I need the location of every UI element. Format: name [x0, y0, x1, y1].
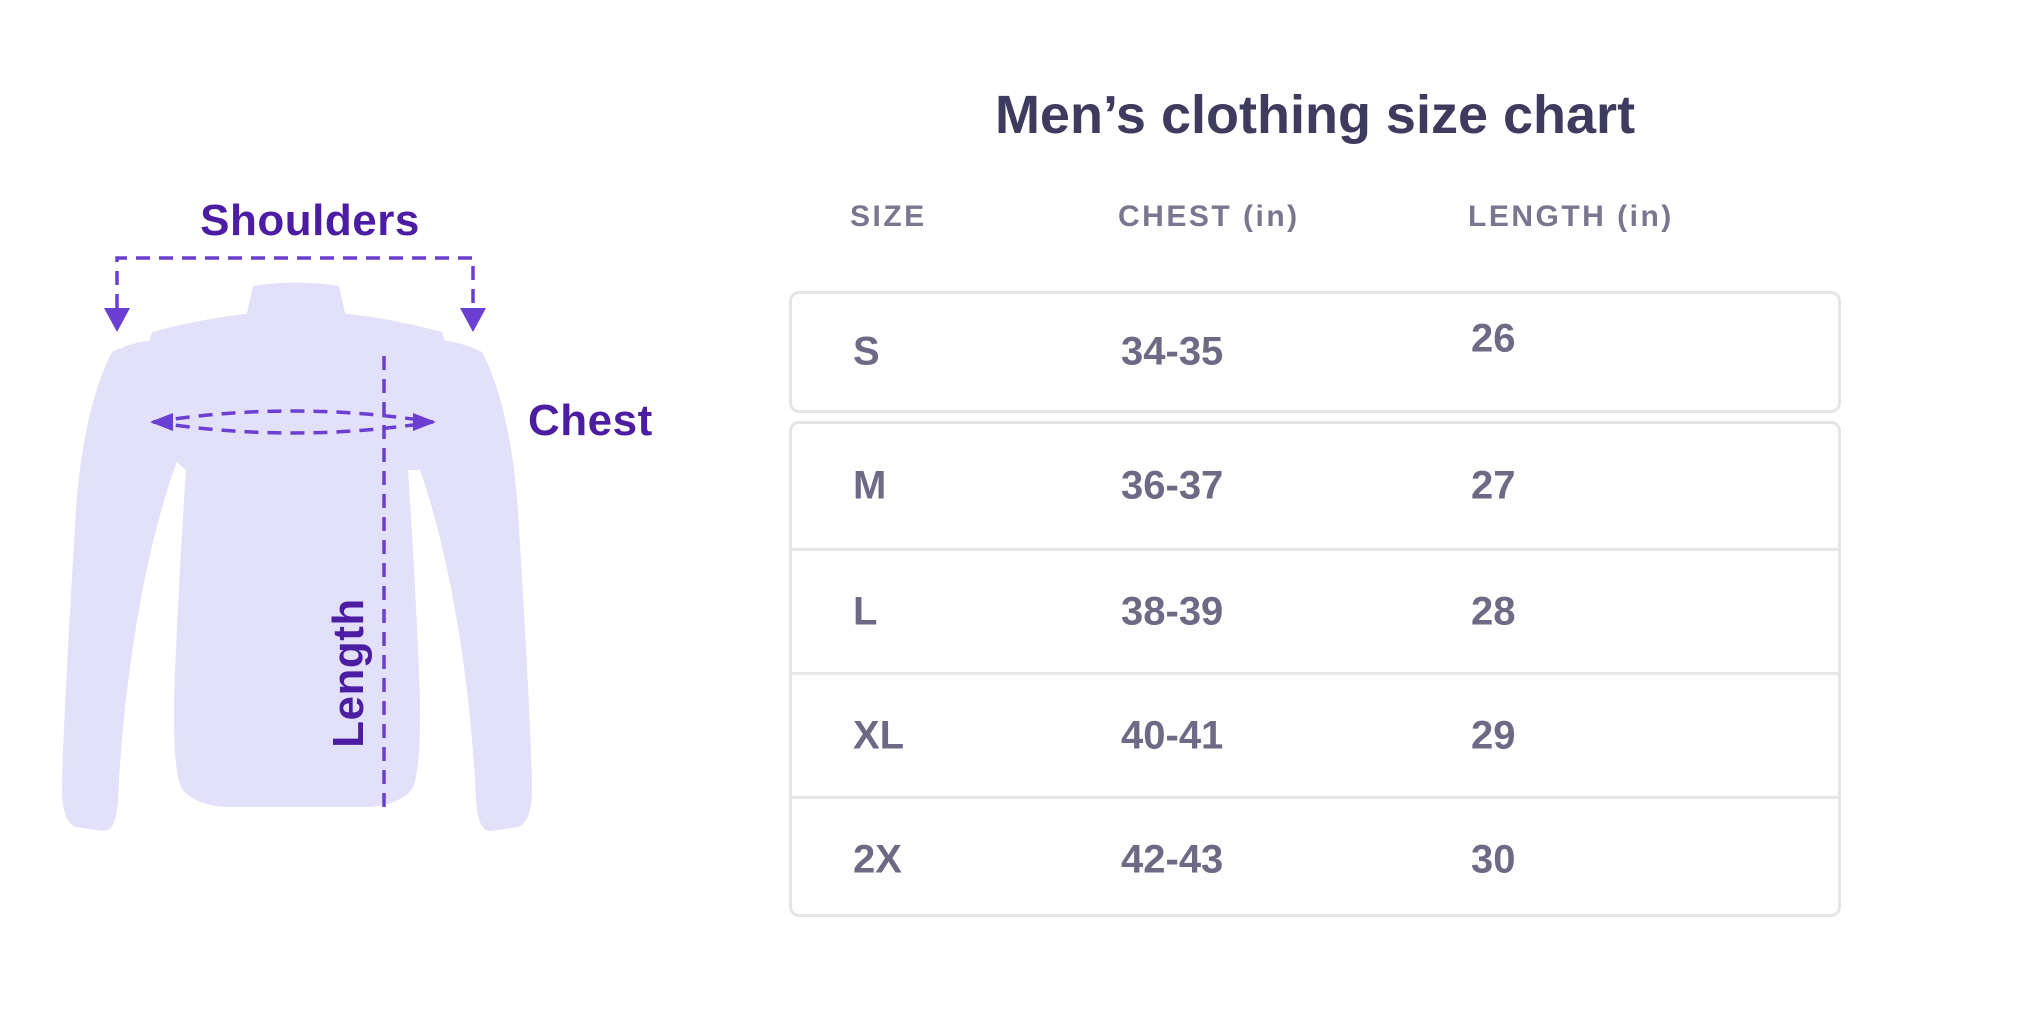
- length-value: 27: [1471, 463, 1516, 508]
- size-value: XL: [853, 713, 905, 757]
- shoulders-arrow-left: [104, 308, 130, 332]
- chest-label: Chest: [528, 396, 653, 445]
- shirt-left-sleeve: [61, 340, 212, 832]
- length-value: 30: [1471, 837, 1516, 881]
- table-row: XL 40-41 29: [792, 672, 1838, 796]
- size-value: S: [853, 329, 880, 374]
- length-value: 29: [1471, 713, 1516, 757]
- shirt-illustration-svg: [61, 256, 533, 832]
- shoulders-label: Shoulders: [200, 196, 420, 245]
- size-value: 2X: [853, 837, 902, 881]
- chest-arrow-right: [413, 413, 436, 431]
- table-row: 2X 42-43 30: [792, 796, 1838, 920]
- table-row: M 36-37 27: [792, 424, 1838, 548]
- chest-value: 40-41: [1121, 713, 1224, 757]
- chest-arrow-left: [150, 413, 173, 431]
- page-title: Men’s clothing size chart: [994, 85, 1636, 145]
- measurement-dashes: [115, 256, 475, 816]
- length-value: 28: [1471, 589, 1516, 633]
- column-header-size: SIZE: [850, 200, 927, 233]
- chest-value: 34-35: [1121, 329, 1224, 374]
- length-value: 26: [1471, 316, 1516, 361]
- column-header-length: LENGTH (in): [1468, 200, 1674, 233]
- chest-ellipse-bottom-arc: [152, 420, 434, 435]
- length-label: Length: [324, 598, 373, 748]
- measurement-arrowheads: [104, 308, 486, 431]
- table-row: S 34-35 26: [792, 294, 1838, 410]
- size-value: M: [853, 463, 887, 508]
- shoulders-arrow-right: [460, 308, 486, 332]
- chest-ellipse-top-arc: [152, 409, 434, 424]
- shirt-measurement-diagram: Shoulders Chest Length: [0, 0, 700, 1020]
- size-rows-card: M 36-37 27 L 38-39 28 XL 40-41 29 2X 42-…: [789, 421, 1841, 917]
- size-row-card-s: S 34-35 26: [789, 291, 1841, 413]
- shirt-shape: [61, 282, 533, 832]
- size-value: L: [853, 589, 878, 633]
- chest-value: 38-39: [1121, 589, 1224, 633]
- shoulders-bracket-line: [115, 256, 475, 308]
- table-row: L 38-39 28: [792, 548, 1838, 672]
- column-header-chest: CHEST (in): [1118, 200, 1300, 233]
- chest-value: 36-37: [1121, 463, 1224, 508]
- chest-value: 42-43: [1121, 837, 1224, 881]
- shirt-chest-area: [143, 318, 457, 470]
